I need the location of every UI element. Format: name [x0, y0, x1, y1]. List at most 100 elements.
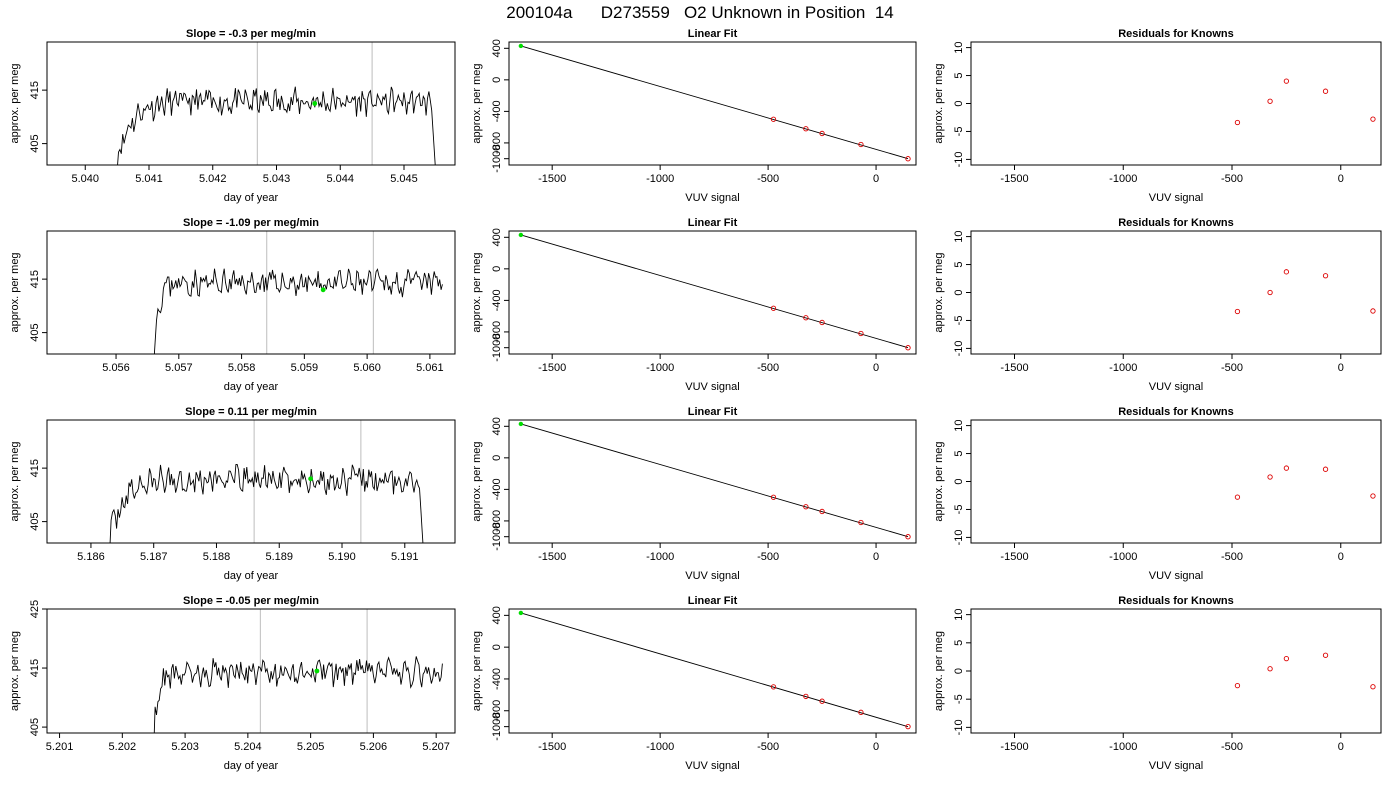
- known-point: [905, 534, 911, 540]
- plot-area: [1234, 78, 1376, 126]
- x-tick-label: -1000: [646, 362, 674, 374]
- y-tick-label: -400: [491, 478, 503, 500]
- plot-area: [518, 43, 911, 162]
- panel-frame: [46, 419, 456, 544]
- panel-frame: [508, 41, 917, 166]
- fit-line: [520, 612, 909, 728]
- fit-line: [520, 423, 909, 538]
- x-tick-label: 5.041: [135, 173, 163, 185]
- y-tick-label: -10: [953, 529, 965, 545]
- y-axis-label: approx. per meg: [9, 631, 21, 711]
- panel-8: Linear Fit-1500 -1000 -500 0-1000-800-40004…: [471, 406, 917, 582]
- x-tick-label: 0: [1338, 173, 1344, 185]
- y-tick-label: 400: [491, 606, 503, 624]
- y-tick-label: -400: [491, 100, 503, 122]
- x-tick-label: 5.205: [297, 741, 325, 753]
- y-tick-label: 400: [491, 417, 503, 435]
- residual-point: [1267, 98, 1273, 104]
- y-tick-label: 400: [491, 39, 503, 57]
- unknown-point: [518, 232, 524, 238]
- unknown-point: [518, 610, 524, 616]
- residual-point: [1322, 88, 1329, 94]
- y-tick-label: 5: [953, 72, 965, 78]
- x-tick-label: 5.206: [360, 741, 388, 753]
- x-tick-label: -1500: [1000, 551, 1028, 563]
- known-point: [905, 723, 911, 730]
- x-tick-label: 5.045: [390, 173, 418, 185]
- panel-frame: [508, 230, 917, 355]
- x-tick-label: -500: [1221, 551, 1243, 563]
- y-axis-label: approx. per meg: [9, 63, 21, 143]
- plot-area: [518, 232, 911, 351]
- residual-point: [1370, 308, 1376, 314]
- monitor-trace: [117, 86, 436, 165]
- x-tick-label: -500: [757, 741, 779, 753]
- x-tick-label: 0: [873, 362, 879, 374]
- plot-area: [1234, 652, 1376, 690]
- x-tick-label: -1000: [1109, 173, 1137, 185]
- x-tick-label: 5.043: [263, 173, 291, 185]
- known-point: [905, 345, 911, 351]
- x-tick-label: 5.042: [199, 173, 227, 185]
- x-tick-label: 0: [1338, 362, 1344, 374]
- residual-point: [1267, 666, 1273, 672]
- y-tick-label: 415: [29, 459, 41, 477]
- panel-7: Slope = 0.11 per meg/min 5.186 5.187 5.188 5…: [9, 406, 456, 582]
- x-tick-label: -1500: [538, 362, 566, 374]
- known-point: [770, 116, 777, 122]
- known-point: [858, 330, 864, 337]
- panel-frame: [46, 608, 456, 734]
- x-tick-label: -1500: [538, 741, 566, 753]
- y-axis-label: approx. per meg: [471, 252, 483, 332]
- panel-10: Slope = -0.05 per meg/min 5.201 5.202 5.203…: [9, 595, 456, 772]
- x-tick-label: 5.202: [109, 741, 137, 753]
- residual-point: [1283, 655, 1290, 662]
- unknown-marker: [312, 101, 318, 106]
- fit-line: [520, 234, 909, 349]
- known-point: [905, 156, 911, 162]
- x-tick-label: 0: [873, 173, 879, 185]
- y-tick-label: 0: [953, 668, 965, 674]
- panel-title: Slope = 0.11 per meg/min: [185, 406, 317, 418]
- residual-point: [1370, 493, 1376, 499]
- x-tick-label: -500: [757, 173, 779, 185]
- y-tick-label: -5: [953, 694, 965, 704]
- y-tick-label: 10: [953, 609, 965, 621]
- known-point: [858, 709, 864, 715]
- x-tick-label: -1000: [646, 551, 674, 563]
- unknown-marker: [308, 476, 314, 482]
- y-tick-label: -800: [491, 700, 503, 722]
- panel-frame: [970, 419, 1382, 544]
- y-axis-label: approx. per meg: [471, 441, 483, 521]
- y-axis-label: approx. per meg: [933, 441, 945, 521]
- x-tick-label: 5.204: [234, 741, 262, 753]
- plot-area: [1234, 269, 1376, 315]
- page-title: 200104a D273559 O2 Unknown in Position 1…: [506, 3, 894, 22]
- x-tick-label: 5.186: [77, 551, 105, 563]
- residual-point: [1234, 308, 1241, 315]
- y-tick-label: 415: [29, 81, 41, 99]
- y-tick-label: -5: [953, 505, 965, 515]
- y-tick-label: -800: [491, 321, 503, 343]
- y-tick-label: 0: [953, 289, 965, 295]
- residual-point: [1370, 116, 1376, 122]
- panel-frame: [970, 41, 1382, 166]
- residual-point: [1234, 683, 1241, 689]
- residual-point: [1283, 465, 1290, 471]
- x-axis-label: VUV signal: [685, 381, 739, 393]
- y-tick-label: -800: [491, 510, 503, 532]
- known-point: [819, 319, 825, 326]
- panel-title: Slope = -1.09 per meg/min: [183, 217, 319, 229]
- y-tick-label: 405: [29, 512, 41, 530]
- y-tick-label: -1000: [491, 334, 503, 362]
- panel-6: Residuals for Knowns -1500 -1000 -500 0 -10 -5…: [933, 217, 1382, 393]
- x-tick-label: 5.207: [422, 741, 450, 753]
- x-tick-label: -1500: [1000, 362, 1028, 374]
- panel-title: Residuals for Knowns: [1118, 28, 1234, 40]
- fit-line: [520, 45, 909, 160]
- x-tick-label: -1500: [1000, 173, 1028, 185]
- panel-title: Linear Fit: [688, 406, 738, 418]
- y-tick-label: 405: [29, 134, 41, 152]
- y-axis-label: approx. per meg: [933, 252, 945, 332]
